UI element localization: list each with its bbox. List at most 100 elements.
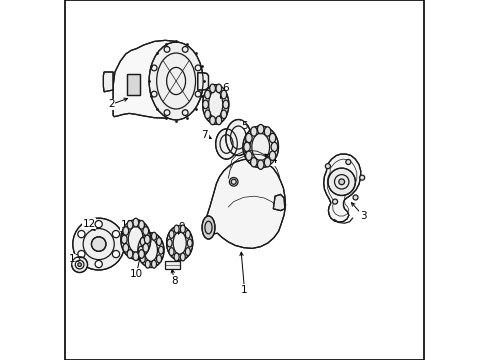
Circle shape: [332, 199, 337, 204]
Circle shape: [345, 159, 350, 165]
Ellipse shape: [223, 100, 228, 109]
Ellipse shape: [250, 127, 257, 136]
Text: 12: 12: [82, 219, 96, 229]
Circle shape: [112, 251, 120, 258]
Ellipse shape: [185, 248, 190, 256]
Circle shape: [91, 237, 106, 251]
Ellipse shape: [145, 232, 150, 240]
Ellipse shape: [158, 246, 163, 254]
Ellipse shape: [244, 142, 250, 152]
Ellipse shape: [264, 158, 270, 167]
Ellipse shape: [180, 253, 185, 261]
Circle shape: [352, 195, 357, 200]
Polygon shape: [323, 154, 360, 222]
Circle shape: [78, 251, 85, 258]
Ellipse shape: [140, 255, 145, 263]
Text: 2: 2: [108, 99, 114, 109]
Ellipse shape: [202, 85, 228, 124]
Circle shape: [327, 168, 355, 195]
Ellipse shape: [215, 129, 237, 159]
Ellipse shape: [225, 120, 250, 156]
Ellipse shape: [270, 142, 277, 152]
Text: 11: 11: [121, 220, 134, 230]
Ellipse shape: [151, 232, 156, 240]
Ellipse shape: [127, 249, 133, 258]
Ellipse shape: [185, 230, 190, 238]
Text: 9: 9: [178, 222, 184, 232]
Ellipse shape: [167, 239, 172, 247]
Ellipse shape: [209, 84, 215, 93]
Ellipse shape: [203, 100, 208, 109]
Ellipse shape: [138, 246, 143, 254]
Ellipse shape: [204, 90, 210, 99]
Circle shape: [78, 230, 85, 238]
Ellipse shape: [169, 230, 174, 238]
Ellipse shape: [269, 151, 275, 161]
Ellipse shape: [174, 225, 179, 233]
Circle shape: [112, 230, 120, 238]
Ellipse shape: [144, 235, 150, 244]
Ellipse shape: [139, 221, 144, 229]
Polygon shape: [204, 159, 285, 248]
Ellipse shape: [264, 127, 270, 136]
Text: 6: 6: [222, 83, 228, 93]
Ellipse shape: [139, 249, 144, 258]
Ellipse shape: [245, 133, 252, 143]
Ellipse shape: [142, 227, 148, 235]
Text: 13: 13: [68, 254, 82, 264]
Ellipse shape: [174, 253, 179, 261]
Ellipse shape: [202, 216, 215, 239]
Polygon shape: [113, 40, 203, 118]
Ellipse shape: [156, 238, 161, 246]
Ellipse shape: [216, 116, 221, 125]
Ellipse shape: [133, 252, 139, 261]
Text: 10: 10: [130, 269, 143, 279]
Ellipse shape: [140, 238, 145, 246]
Ellipse shape: [187, 239, 192, 247]
Circle shape: [78, 263, 81, 266]
Polygon shape: [103, 72, 113, 92]
Ellipse shape: [221, 90, 226, 99]
Ellipse shape: [138, 233, 163, 267]
Text: 3: 3: [359, 211, 366, 221]
Ellipse shape: [204, 110, 210, 118]
Circle shape: [338, 179, 344, 185]
Polygon shape: [197, 73, 208, 90]
FancyBboxPatch shape: [164, 261, 180, 269]
Circle shape: [359, 175, 364, 180]
Ellipse shape: [169, 248, 174, 256]
Polygon shape: [273, 194, 284, 211]
Circle shape: [72, 257, 87, 273]
Ellipse shape: [142, 243, 148, 252]
Circle shape: [73, 218, 124, 270]
Polygon shape: [127, 74, 140, 95]
Text: 4: 4: [269, 155, 276, 165]
Ellipse shape: [209, 116, 215, 125]
Circle shape: [95, 260, 102, 267]
Ellipse shape: [122, 227, 128, 235]
Text: 7: 7: [201, 130, 208, 140]
Ellipse shape: [151, 260, 156, 268]
Ellipse shape: [257, 160, 264, 169]
Ellipse shape: [156, 255, 161, 263]
Circle shape: [95, 221, 102, 228]
Ellipse shape: [269, 133, 275, 143]
Ellipse shape: [250, 158, 257, 167]
Ellipse shape: [180, 225, 185, 233]
Ellipse shape: [216, 84, 221, 93]
Circle shape: [325, 164, 330, 169]
Ellipse shape: [221, 110, 226, 118]
Ellipse shape: [127, 221, 133, 229]
Ellipse shape: [122, 243, 128, 252]
Ellipse shape: [257, 125, 264, 134]
Ellipse shape: [133, 218, 139, 227]
Text: 5: 5: [241, 121, 247, 131]
Ellipse shape: [245, 151, 252, 161]
Ellipse shape: [145, 260, 150, 268]
Ellipse shape: [121, 220, 150, 259]
Circle shape: [229, 177, 238, 186]
Ellipse shape: [243, 126, 278, 168]
Text: 8: 8: [171, 276, 177, 286]
Ellipse shape: [166, 226, 192, 260]
Text: 1: 1: [241, 285, 247, 295]
